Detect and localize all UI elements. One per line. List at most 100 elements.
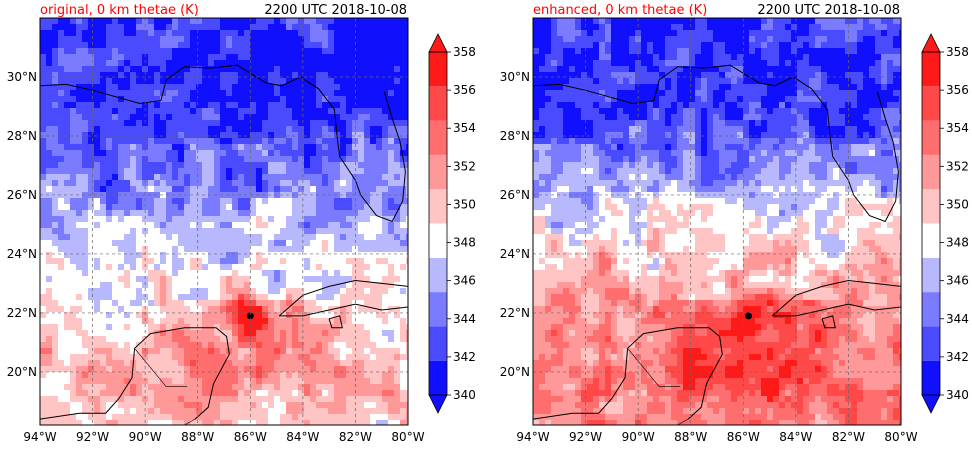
y-tick-label: 22°N — [500, 306, 530, 320]
colorbar-segment — [429, 86, 447, 121]
colorbar-segment — [922, 257, 940, 293]
map-frame — [532, 17, 902, 426]
coastline — [771, 279, 901, 317]
coastline — [278, 279, 408, 317]
y-tick-label: 26°N — [7, 188, 37, 202]
colorbar-tick-label: 350 — [453, 197, 476, 211]
y-tick-label: 30°N — [7, 70, 37, 84]
colorbar-tick-label: 358 — [946, 45, 969, 59]
colorbar-extend-max — [428, 33, 448, 53]
colorbar-tick-label: 354 — [453, 121, 476, 135]
x-tick-label: 94°W — [23, 430, 56, 444]
storm-center-marker — [246, 312, 254, 320]
colorbar-segment — [922, 360, 940, 395]
coastlines — [533, 64, 901, 425]
colorbar-extend-max — [921, 33, 941, 53]
colorbar-segment — [429, 154, 447, 190]
colorbar-tick-label: 344 — [453, 312, 476, 326]
x-tick-label: 88°W — [674, 430, 707, 444]
y-tick-label: 20°N — [7, 365, 37, 379]
colorbar-tick-label: 348 — [946, 236, 969, 250]
x-tick-label: 80°W — [391, 430, 424, 444]
x-tick-label: 92°W — [569, 430, 602, 444]
x-tick-labels: 94°W 92°W 90°W 88°W 86°W 84°W 82°W 80°W — [516, 430, 917, 444]
colorbar-segment — [429, 360, 447, 395]
y-tick-label: 24°N — [500, 247, 530, 261]
panel-subtitle: 2200 UTC 2018-10-08 — [757, 3, 900, 18]
map-area — [40, 18, 408, 425]
coastline — [533, 327, 723, 420]
coastline — [533, 64, 899, 223]
map-area — [533, 18, 901, 425]
colorbar-tick-label: 340 — [453, 388, 476, 402]
x-tick-labels: 94°W 92°W 90°W 88°W 86°W 84°W 82°W 80°W — [23, 430, 424, 444]
x-tick-label: 86°W — [234, 430, 267, 444]
storm-center-marker — [745, 312, 753, 320]
x-tick-label: 92°W — [76, 430, 109, 444]
colorbar-segment — [922, 189, 940, 224]
colorbar-frame — [428, 51, 448, 396]
coastline — [40, 327, 230, 420]
colorbar-tick-label: 346 — [453, 274, 476, 288]
x-tick-label: 80°W — [884, 430, 917, 444]
colorbar-segment — [429, 326, 447, 361]
colorbar-segment — [922, 154, 940, 190]
x-tick-label: 82°W — [832, 430, 865, 444]
panel-title: enhanced, 0 km thetae (K) — [533, 3, 707, 18]
colorbar-tick-label: 350 — [946, 197, 969, 211]
coastline — [821, 315, 836, 329]
colorbar-tick-label: 358 — [453, 45, 476, 59]
colorbar-tick-label: 352 — [453, 159, 476, 173]
panel-enhanced: enhanced, 0 km thetae (K) 2200 UTC 2018-… — [500, 3, 969, 444]
y-tick-labels: 20°N 22°N 24°N 26°N 28°N 30°N — [500, 70, 530, 379]
panel-title: original, 0 km thetae (K) — [40, 3, 199, 18]
x-tick-label: 90°W — [622, 430, 655, 444]
y-tick-label: 26°N — [500, 188, 530, 202]
colorbar-tick-label: 344 — [946, 312, 969, 326]
colorbar-segment — [429, 189, 447, 224]
colorbar-segment — [922, 86, 940, 121]
colorbar-tick-label: 342 — [453, 350, 476, 364]
colorbar-segment — [429, 120, 447, 155]
colorbar: 340 342 344 346 348 350 352 354 356 358 — [921, 33, 969, 414]
colorbar-tick-label: 352 — [946, 159, 969, 173]
y-tick-labels: 20°N 22°N 24°N 26°N 28°N 30°N — [7, 70, 37, 379]
colorbar-extend-min — [921, 394, 941, 414]
x-tick-label: 84°W — [779, 430, 812, 444]
colorbar-segment — [429, 292, 447, 327]
y-tick-label: 22°N — [7, 306, 37, 320]
colorbar-tick-label: 340 — [946, 388, 969, 402]
colorbar-segment — [922, 52, 940, 87]
colorbar-tick-label: 356 — [453, 83, 476, 97]
gridlines — [40, 18, 408, 425]
panel-subtitle: 2200 UTC 2018-10-08 — [264, 3, 407, 18]
y-tick-label: 28°N — [7, 129, 37, 143]
y-tick-label: 30°N — [500, 70, 530, 84]
colorbar-frame — [921, 51, 941, 396]
colorbar-segment — [922, 120, 940, 155]
thetae-field — [40, 18, 408, 425]
x-tick-label: 90°W — [129, 430, 162, 444]
colorbar-tick-label: 346 — [946, 274, 969, 288]
colorbar-segment — [429, 223, 447, 258]
coastline — [676, 418, 689, 425]
colorbar-segment — [922, 326, 940, 361]
colorbar-tick-label: 354 — [946, 121, 969, 135]
colorbar-segment — [429, 52, 447, 87]
colorbar-extend-min — [428, 394, 448, 414]
x-tick-label: 84°W — [286, 430, 319, 444]
coastline — [40, 64, 406, 223]
x-tick-label: 88°W — [181, 430, 214, 444]
y-tick-label: 28°N — [500, 129, 530, 143]
y-tick-label: 20°N — [500, 365, 530, 379]
x-tick-label: 86°W — [727, 430, 760, 444]
colorbar-tick-label: 348 — [453, 236, 476, 250]
x-tick-label: 94°W — [516, 430, 549, 444]
colorbar-segment — [922, 292, 940, 327]
colorbar-segment — [922, 223, 940, 258]
colorbar-segment — [429, 257, 447, 293]
colorbar-tick-label: 342 — [946, 350, 969, 364]
gridlines — [533, 18, 901, 425]
y-tick-label: 24°N — [7, 247, 37, 261]
coastline — [328, 315, 343, 329]
